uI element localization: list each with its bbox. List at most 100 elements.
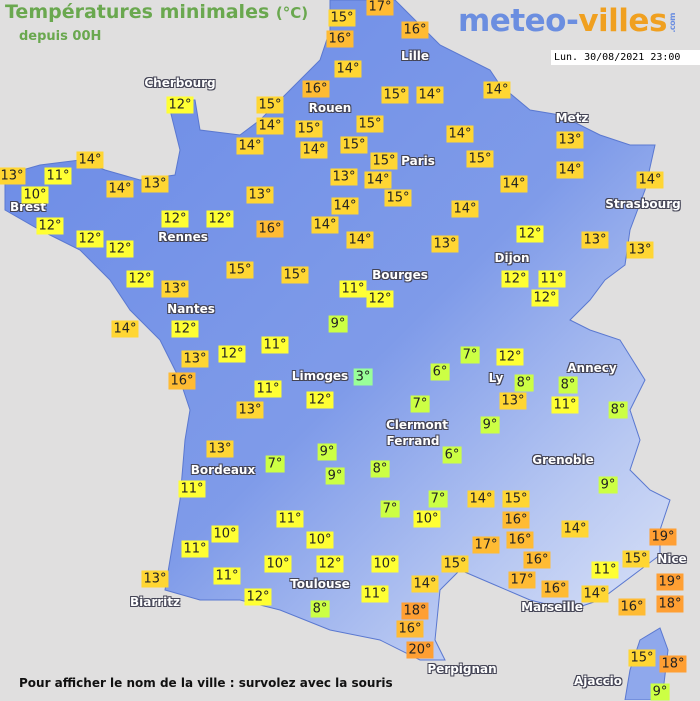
temperature-badge[interactable]: 11° (213, 567, 241, 585)
temperature-badge[interactable]: 14° (76, 151, 104, 169)
temperature-badge[interactable]: 16° (401, 21, 429, 39)
temperature-badge[interactable]: 13° (161, 280, 189, 298)
temperature-badge[interactable]: 12° (531, 289, 559, 307)
temperature-badge[interactable]: 14° (411, 575, 439, 593)
temperature-badge[interactable]: 15° (295, 120, 323, 138)
temperature-badge[interactable]: 16° (502, 511, 530, 529)
temperature-badge[interactable]: 13° (181, 350, 209, 368)
temperature-badge[interactable]: 11° (361, 585, 389, 603)
temperature-badge[interactable]: 14° (561, 520, 589, 538)
temperature-badge[interactable]: 13° (236, 401, 264, 419)
temperature-badge[interactable]: 9° (317, 443, 337, 461)
temperature-badge[interactable]: 10° (264, 555, 292, 573)
temperature-badge[interactable]: 6° (442, 446, 462, 464)
temperature-badge[interactable]: 14° (346, 231, 374, 249)
temperature-badge[interactable]: 14° (334, 60, 362, 78)
temperature-badge[interactable]: 13° (141, 570, 169, 588)
temperature-badge[interactable]: 15° (628, 649, 656, 667)
temperature-badge[interactable]: 15° (622, 550, 650, 568)
temperature-badge[interactable]: 11° (181, 540, 209, 558)
temperature-badge[interactable]: 12° (218, 345, 246, 363)
temperature-badge[interactable]: 11° (551, 396, 579, 414)
temperature-badge[interactable]: 17° (366, 0, 394, 16)
temperature-badge[interactable]: 17° (472, 536, 500, 554)
temperature-badge[interactable]: 12° (496, 348, 524, 366)
temperature-badge[interactable]: 7° (428, 490, 448, 508)
temperature-badge[interactable]: 14° (364, 171, 392, 189)
temperature-badge[interactable]: 15° (356, 115, 384, 133)
temperature-badge[interactable]: 15° (281, 266, 309, 284)
temperature-badge[interactable]: 12° (126, 270, 154, 288)
temperature-badge[interactable]: 20° (406, 641, 434, 659)
site-logo[interactable]: meteo-villes .com (458, 3, 677, 39)
temperature-badge[interactable]: 16° (396, 620, 424, 638)
temperature-badge[interactable]: 12° (366, 290, 394, 308)
temperature-badge[interactable]: 12° (501, 270, 529, 288)
temperature-badge[interactable]: 9° (325, 467, 345, 485)
temperature-badge[interactable]: 18° (659, 655, 687, 673)
temperature-badge[interactable]: 15° (256, 96, 284, 114)
temperature-badge[interactable]: 7° (265, 455, 285, 473)
temperature-badge[interactable]: 14° (451, 200, 479, 218)
temperature-badge[interactable]: 11° (44, 167, 72, 185)
temperature-badge[interactable]: 14° (236, 137, 264, 155)
temperature-badge[interactable]: 15° (340, 136, 368, 154)
temperature-badge[interactable]: 14° (111, 320, 139, 338)
temperature-badge[interactable]: 18° (401, 602, 429, 620)
temperature-badge[interactable]: 10° (211, 525, 239, 543)
temperature-badge[interactable]: 14° (106, 180, 134, 198)
temperature-badge[interactable]: 11° (276, 510, 304, 528)
temperature-badge[interactable]: 13° (246, 186, 274, 204)
temperature-badge[interactable]: 14° (581, 585, 609, 603)
temperature-badge[interactable]: 13° (626, 241, 654, 259)
temperature-badge[interactable]: 14° (300, 141, 328, 159)
temperature-badge[interactable]: 12° (76, 230, 104, 248)
temperature-badge[interactable]: 13° (431, 235, 459, 253)
temperature-badge[interactable]: 12° (516, 225, 544, 243)
temperature-badge[interactable]: 10° (371, 555, 399, 573)
temperature-badge[interactable]: 12° (106, 240, 134, 258)
temperature-badge[interactable]: 13° (141, 175, 169, 193)
temperature-badge[interactable]: 16° (506, 531, 534, 549)
temperature-badge[interactable]: 6° (430, 363, 450, 381)
temperature-badge[interactable]: 15° (381, 86, 409, 104)
temperature-badge[interactable]: 15° (441, 555, 469, 573)
temperature-badge[interactable]: 14° (331, 197, 359, 215)
temperature-badge[interactable]: 10° (21, 186, 49, 204)
temperature-badge[interactable]: 14° (256, 117, 284, 135)
temperature-badge[interactable]: 13° (556, 131, 584, 149)
temperature-badge[interactable]: 19° (649, 528, 677, 546)
temperature-badge[interactable]: 15° (466, 150, 494, 168)
temperature-badge[interactable]: 8° (370, 460, 390, 478)
temperature-badge[interactable]: 9° (598, 476, 618, 494)
temperature-badge[interactable]: 8° (608, 401, 628, 419)
temperature-badge[interactable]: 15° (502, 490, 530, 508)
temperature-badge[interactable]: 9° (650, 683, 670, 701)
temperature-badge[interactable]: 14° (446, 125, 474, 143)
temperature-badge[interactable]: 12° (166, 96, 194, 114)
temperature-badge[interactable]: 11° (178, 480, 206, 498)
temperature-badge[interactable]: 14° (311, 216, 339, 234)
temperature-badge[interactable]: 15° (226, 261, 254, 279)
temperature-badge[interactable]: 14° (500, 175, 528, 193)
temperature-badge[interactable]: 16° (168, 372, 196, 390)
temperature-badge[interactable]: 13° (330, 168, 358, 186)
temperature-badge[interactable]: 15° (328, 9, 356, 27)
temperature-badge[interactable]: 14° (467, 490, 495, 508)
temperature-badge[interactable]: 7° (460, 346, 480, 364)
temperature-badge[interactable]: 10° (413, 510, 441, 528)
temperature-badge[interactable]: 7° (380, 500, 400, 518)
temperature-badge[interactable]: 18° (656, 595, 684, 613)
temperature-badge[interactable]: 14° (416, 86, 444, 104)
temperature-badge[interactable]: 16° (523, 551, 551, 569)
temperature-badge[interactable]: 13° (581, 231, 609, 249)
temperature-badge[interactable]: 11° (591, 561, 619, 579)
temperature-badge[interactable]: 12° (206, 210, 234, 228)
temperature-badge[interactable]: 12° (171, 320, 199, 338)
temperature-badge[interactable]: 13° (499, 392, 527, 410)
temperature-badge[interactable]: 7° (410, 395, 430, 413)
temperature-badge[interactable]: 16° (541, 580, 569, 598)
temperature-badge[interactable]: 9° (328, 315, 348, 333)
temperature-badge[interactable]: 8° (514, 374, 534, 392)
temperature-badge[interactable]: 8° (310, 600, 330, 618)
